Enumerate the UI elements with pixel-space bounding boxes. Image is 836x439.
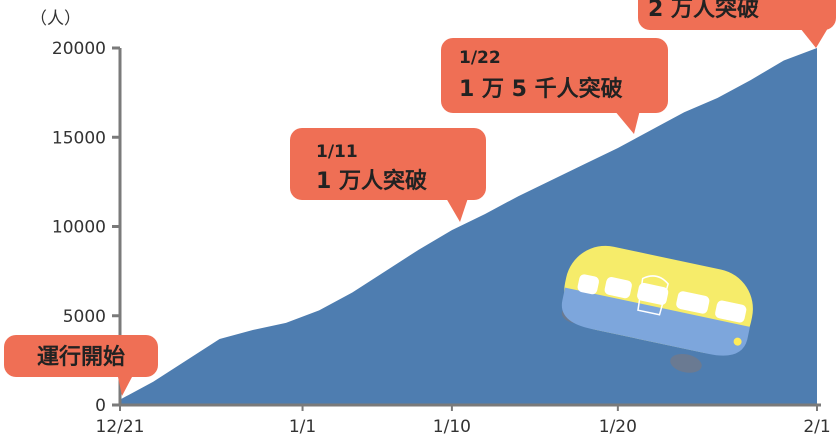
bus-stripe bbox=[561, 287, 750, 356]
bus-door bbox=[637, 275, 669, 316]
bus-window bbox=[676, 291, 710, 314]
bus-wheel bbox=[670, 353, 702, 373]
callout-pointer bbox=[446, 198, 468, 222]
callout-text: 2 万人突破 bbox=[648, 0, 759, 22]
milestone-callouts: 運行開始 1/11 1 万人突破 1/22 1 万 5 千人突破 2 万人突破 bbox=[4, 0, 836, 396]
callout-text: 1 万人突破 bbox=[316, 168, 427, 194]
milestone-callout: 1/11 1 万人突破 bbox=[290, 128, 486, 222]
bus-headlight bbox=[733, 337, 742, 346]
milestone-callout: 運行開始 bbox=[4, 335, 158, 396]
callout-bubble bbox=[290, 128, 486, 200]
callout-text: 1/22 bbox=[459, 48, 501, 68]
milestone-callout: 1/22 1 万 5 千人突破 bbox=[441, 38, 668, 134]
bus-window bbox=[637, 282, 669, 305]
x-axis-ticks: 12/21 1/1 1/10 1/20 2/1 bbox=[96, 405, 831, 437]
y-tick-label: 0 bbox=[95, 396, 106, 416]
callout-bubble bbox=[441, 38, 668, 113]
milestone-callout: 2 万人突破 bbox=[638, 0, 836, 48]
callout-bubble bbox=[638, 0, 836, 30]
y-axis-ticks: 0 5000 10000 15000 20000 bbox=[52, 39, 120, 416]
callout-bubble bbox=[4, 335, 158, 377]
x-tick-label: 2/1 bbox=[803, 417, 830, 437]
x-tick-label: 12/21 bbox=[96, 417, 145, 437]
bus-window bbox=[577, 274, 599, 295]
y-tick-label: 10000 bbox=[52, 218, 106, 238]
y-axis-unit-label: （人） bbox=[30, 9, 81, 29]
bus-window bbox=[715, 300, 747, 323]
x-tick-label: 1/20 bbox=[599, 417, 637, 437]
y-tick-label: 20000 bbox=[52, 39, 106, 59]
bus-illustration bbox=[561, 245, 753, 373]
x-tick-label: 1/10 bbox=[433, 417, 471, 437]
y-tick-label: 15000 bbox=[52, 128, 106, 148]
y-tick-label: 5000 bbox=[63, 307, 106, 327]
callout-pointer bbox=[800, 28, 828, 48]
callout-pointer bbox=[614, 110, 640, 134]
callout-text: 運行開始 bbox=[37, 344, 125, 370]
callout-text: 1/11 bbox=[316, 142, 358, 162]
callout-text: 1 万 5 千人突破 bbox=[459, 76, 623, 102]
callout-pointer bbox=[118, 377, 132, 396]
x-tick-label: 1/1 bbox=[289, 417, 316, 437]
bus-window bbox=[604, 277, 632, 299]
